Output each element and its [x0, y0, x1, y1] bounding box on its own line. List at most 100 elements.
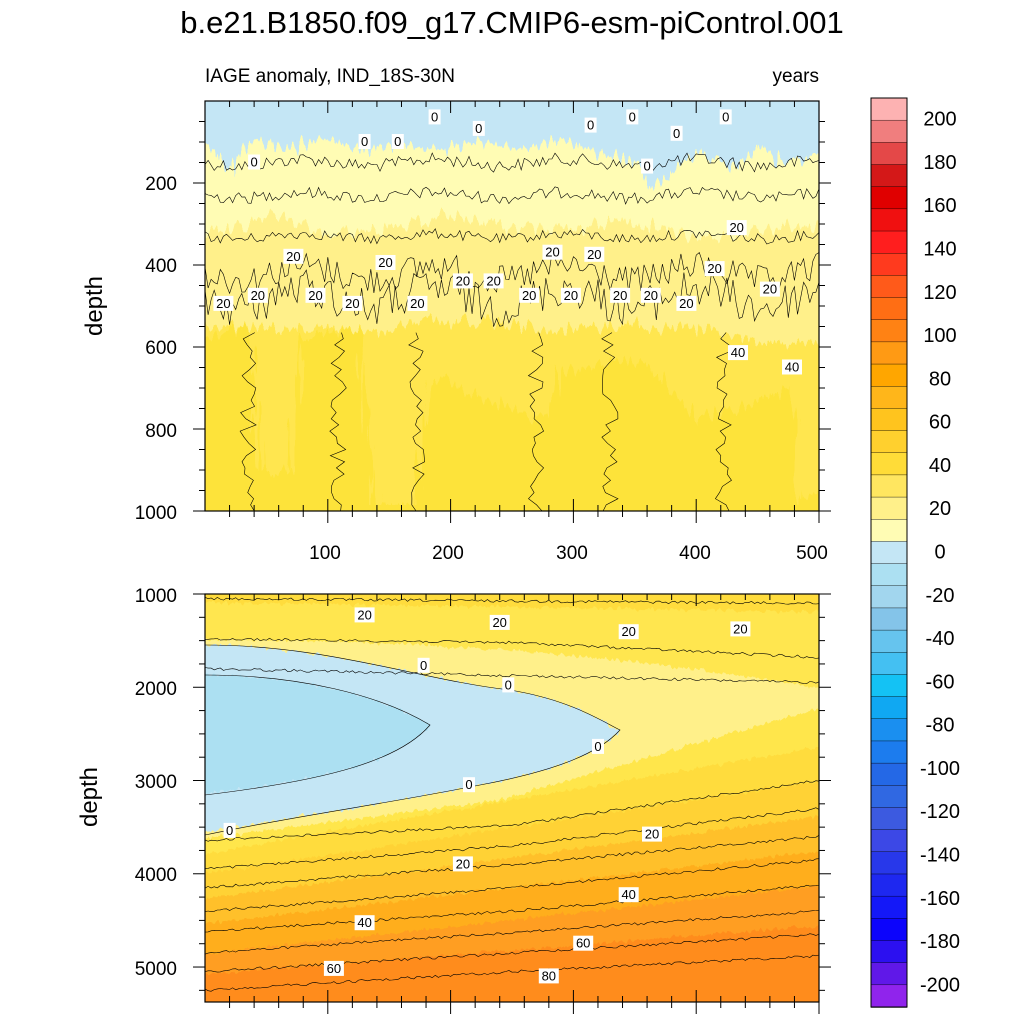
x-tick-label: 200 [432, 543, 464, 564]
bot-band-neg20-neg10 [205, 675, 430, 794]
contour-label-text: 40 [621, 887, 635, 902]
contour-label: 0 [223, 822, 236, 838]
colorbar-swatch [870, 563, 908, 587]
contour-label-bg [782, 359, 802, 375]
contour-line-3 [205, 780, 819, 842]
colorbar-label: 200 [923, 109, 956, 131]
colorbar-swatch [870, 940, 908, 964]
contour-label-text: 0 [722, 109, 729, 124]
contour-line-zero [205, 644, 621, 836]
contour-label-text: 20 [216, 296, 230, 311]
colorbar-label: 0 [934, 542, 945, 564]
contour-label: 20 [452, 273, 473, 289]
contour-label-text: 0 [226, 823, 233, 838]
contour-label-text: 20 [545, 245, 559, 260]
contour-line-c30 [527, 332, 545, 511]
y-tick-label: 2000 [135, 679, 177, 700]
bottom-contour-fills [205, 594, 819, 975]
contour-label-bg [247, 287, 268, 303]
contour-label-text: 20 [308, 288, 322, 303]
contour-label-text: 20 [522, 288, 536, 303]
top-contour-fills [205, 101, 819, 505]
contour-line-c40 [205, 269, 819, 327]
y-tick-label: 800 [145, 421, 177, 442]
contour-label: 20 [676, 295, 697, 311]
contour-line-c30 [239, 332, 257, 511]
units-label: years [773, 66, 819, 87]
contour-label: 0 [670, 125, 683, 141]
contour-label: 20 [730, 621, 751, 637]
y-tick-label: 3000 [135, 772, 177, 793]
contour-label-text: 0 [587, 118, 594, 133]
contour-label: 40 [782, 359, 802, 375]
colorbar-swatch [870, 142, 908, 166]
contour-label-text: 20 [564, 288, 578, 303]
contour-label-bg [726, 220, 747, 236]
y-tick-label: 200 [145, 174, 177, 195]
contour-label: 0 [472, 121, 485, 136]
contour-label-text: 40 [785, 360, 799, 375]
contour-label: 0 [428, 109, 441, 125]
contour-label: 20 [452, 856, 473, 872]
colorbar-label: -200 [920, 974, 960, 996]
y-tick-label: 400 [145, 256, 177, 277]
contour-label-bg [358, 134, 371, 149]
contour-label-bg [342, 295, 363, 311]
contour-label: 0 [592, 738, 604, 754]
colorbar-swatch [870, 785, 908, 809]
contour-label-text: 20 [644, 288, 658, 303]
x-tick-label: 100 [309, 543, 341, 564]
contour-label-bg [463, 777, 475, 793]
contour-label-bg [223, 822, 236, 838]
colorbar-label: -100 [920, 758, 960, 780]
colorbar-swatch [870, 275, 908, 299]
colorbar-swatch [870, 696, 908, 720]
variable-label: IAGE anomaly, IND_18S-30N [205, 66, 455, 87]
contour-label: 0 [248, 154, 261, 170]
contour-label-bg [704, 261, 725, 277]
contour-label-text: 0 [394, 134, 401, 149]
contour-label-bg [354, 607, 375, 623]
colorbar-label: -180 [920, 931, 960, 953]
contour-label: 40 [728, 345, 748, 361]
colorbar-swatch [870, 319, 908, 343]
colorbar-label: 140 [923, 239, 956, 261]
contour-line-10 [205, 954, 819, 992]
contour-line-7 [205, 884, 819, 933]
contour-label-text: 0 [594, 739, 601, 754]
contour-label: 80 [538, 968, 559, 984]
colorbar-swatch [870, 430, 908, 454]
contour-label: 20 [642, 826, 662, 842]
contour-label: 20 [618, 624, 639, 640]
colorbar-swatch [870, 629, 908, 653]
contour-line-c30 [601, 332, 619, 511]
contour-label-text: 0 [643, 159, 650, 174]
colorbar-swatch [870, 851, 908, 875]
contour-line-2 [205, 667, 819, 684]
x-tick-label: 300 [556, 543, 588, 564]
contour-label: 20 [726, 220, 747, 236]
bottom-contour-lines [205, 597, 819, 992]
contour-label-text: 40 [357, 915, 371, 930]
colorbar-swatch [870, 918, 908, 942]
contour-label: 20 [542, 244, 563, 260]
contour-label: 40 [618, 887, 639, 903]
contour-label-bg [391, 134, 404, 149]
contour-label: 0 [358, 134, 371, 149]
colorbar-swatch [870, 762, 908, 786]
contour-label: 40 [354, 915, 375, 931]
top-plot-area: 0 0 0 0 0 0 0 0 0 0 20 20 20 20 20 20 20 20 20 20 20 20 20 20 20… [205, 101, 819, 511]
contour-line-4 [205, 807, 819, 869]
contour-label-text: 20 [378, 255, 392, 270]
y-tick-label: 1000 [135, 503, 177, 524]
colorbar-label: 120 [923, 282, 956, 304]
colorbar-swatch [870, 230, 908, 254]
contour-label-text: 20 [613, 288, 627, 303]
top-ticks [193, 101, 831, 523]
colorbar-label: -40 [926, 628, 955, 650]
contour-label: 20 [560, 287, 581, 303]
colorbar-swatch [870, 652, 908, 676]
contour-label-text: 0 [475, 121, 482, 136]
contour-label-bg [640, 287, 661, 303]
contour-label: 0 [641, 158, 654, 174]
